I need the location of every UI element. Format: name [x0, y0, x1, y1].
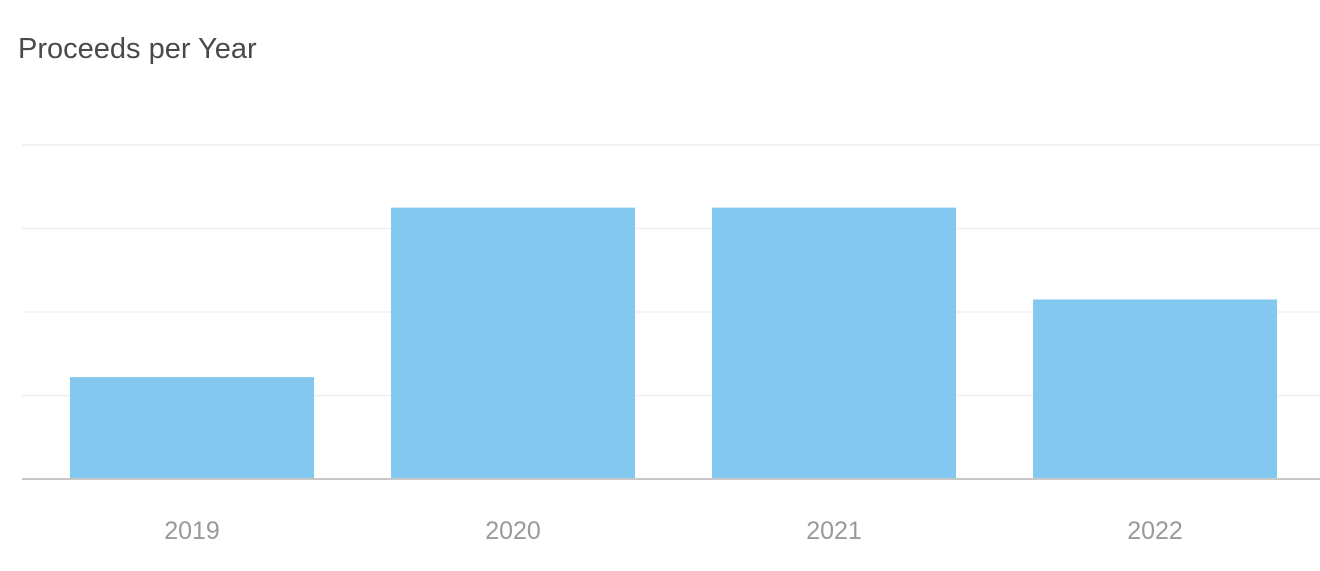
x-tick-label-2019: 2019: [164, 517, 220, 545]
bar-2021[interactable]: [712, 207, 956, 479]
chart-title: Proceeds per Year: [18, 33, 257, 65]
bar-2019[interactable]: [70, 377, 314, 479]
x-tick-label-2020: 2020: [485, 517, 541, 545]
x-tick-label-2022: 2022: [1127, 517, 1183, 545]
x-tick-label-2021: 2021: [806, 517, 862, 545]
bar-2020[interactable]: [391, 207, 635, 479]
x-tick-labels: 2019 2020 2021 2022: [164, 517, 1183, 545]
bars: [70, 207, 1277, 479]
bar-2022[interactable]: [1033, 299, 1277, 479]
